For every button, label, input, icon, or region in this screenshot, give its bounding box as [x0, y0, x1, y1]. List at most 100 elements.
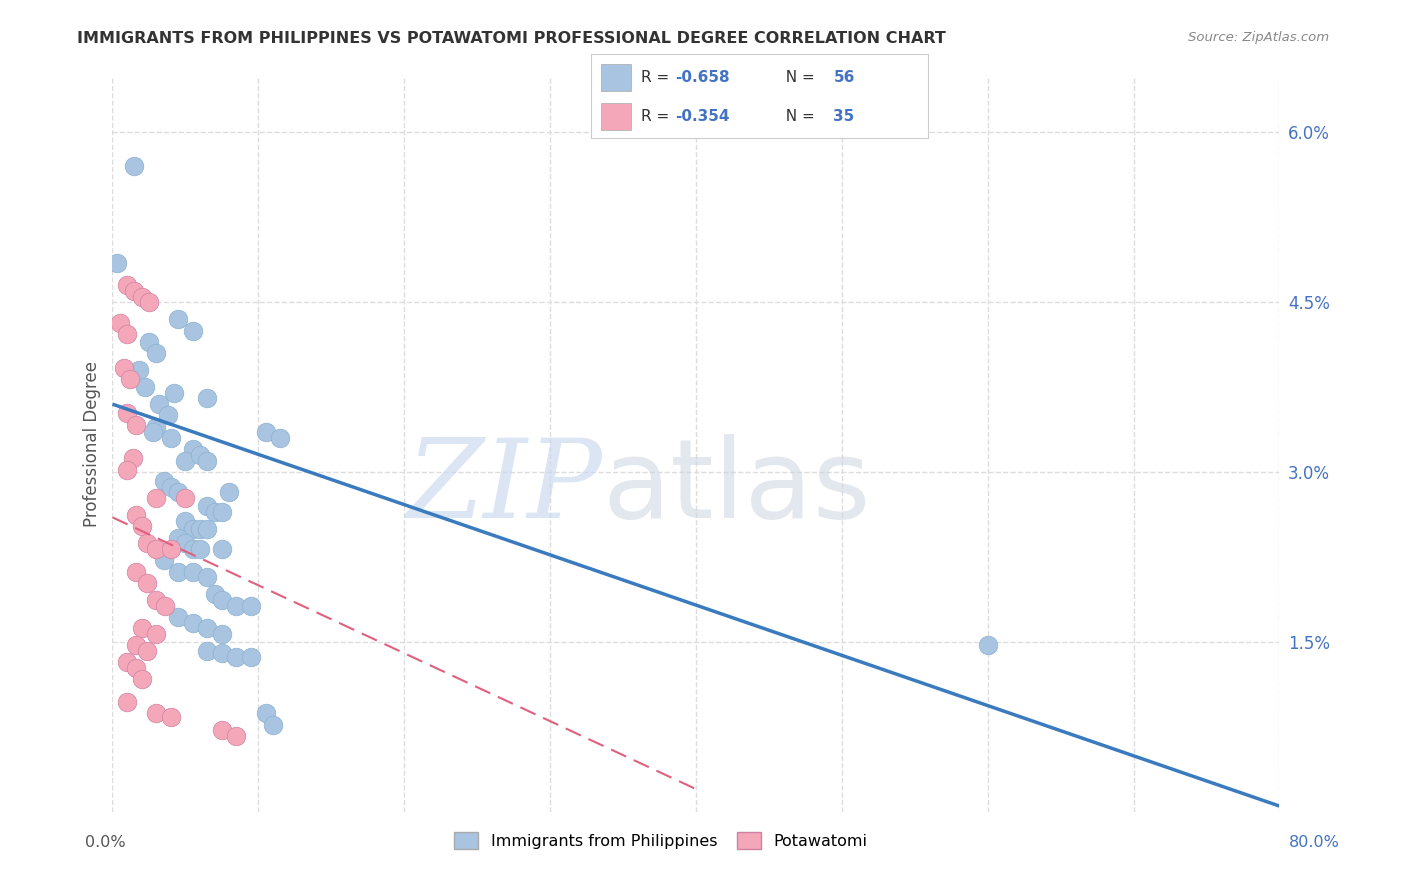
- Point: [145, 627, 167, 641]
- Point: [188, 542, 211, 557]
- Point: [142, 425, 165, 440]
- Point: [115, 463, 138, 477]
- Text: ZIP: ZIP: [406, 434, 603, 541]
- Point: [128, 363, 150, 377]
- Point: [181, 522, 204, 536]
- Point: [125, 661, 148, 675]
- Point: [136, 576, 159, 591]
- Point: [145, 346, 167, 360]
- Point: [160, 709, 183, 723]
- Point: [218, 485, 240, 500]
- Text: 80.0%: 80.0%: [1289, 836, 1340, 850]
- Point: [254, 706, 277, 721]
- Point: [181, 565, 204, 579]
- Point: [174, 454, 197, 468]
- Point: [195, 570, 218, 584]
- Point: [131, 519, 153, 533]
- Point: [225, 729, 247, 743]
- Point: [145, 593, 167, 607]
- Point: [167, 531, 190, 545]
- Point: [188, 522, 211, 536]
- Point: [160, 431, 183, 445]
- Text: -0.658: -0.658: [675, 70, 730, 85]
- Point: [269, 431, 291, 445]
- Point: [240, 599, 263, 613]
- Point: [115, 278, 138, 293]
- Point: [152, 553, 174, 567]
- Point: [181, 324, 204, 338]
- Point: [153, 599, 176, 613]
- Point: [204, 587, 226, 601]
- Text: 35: 35: [834, 109, 855, 124]
- Point: [152, 474, 174, 488]
- Point: [105, 255, 128, 269]
- Point: [136, 644, 159, 658]
- Point: [181, 615, 204, 630]
- Point: [195, 621, 218, 635]
- Point: [160, 542, 183, 557]
- Point: [174, 536, 197, 550]
- Text: N =: N =: [776, 70, 820, 85]
- Text: -0.354: -0.354: [675, 109, 730, 124]
- Point: [125, 638, 148, 652]
- Point: [188, 448, 211, 462]
- Point: [211, 593, 233, 607]
- Point: [125, 417, 148, 432]
- Point: [131, 673, 153, 687]
- Point: [122, 451, 145, 466]
- Point: [195, 522, 218, 536]
- Text: Source: ZipAtlas.com: Source: ZipAtlas.com: [1188, 31, 1329, 45]
- Point: [167, 610, 190, 624]
- Point: [181, 542, 204, 557]
- Point: [167, 565, 190, 579]
- Text: 0.0%: 0.0%: [86, 836, 125, 850]
- Point: [211, 542, 233, 557]
- Point: [195, 499, 218, 513]
- Point: [134, 380, 156, 394]
- FancyBboxPatch shape: [600, 63, 631, 91]
- Point: [145, 491, 167, 505]
- Point: [976, 638, 998, 652]
- Point: [125, 565, 148, 579]
- Point: [160, 480, 183, 494]
- Point: [211, 723, 233, 738]
- Point: [131, 289, 153, 303]
- Point: [211, 627, 233, 641]
- Text: IMMIGRANTS FROM PHILIPPINES VS POTAWATOMI PROFESSIONAL DEGREE CORRELATION CHART: IMMIGRANTS FROM PHILIPPINES VS POTAWATOM…: [77, 31, 946, 46]
- Point: [108, 316, 131, 330]
- Point: [163, 385, 186, 400]
- Point: [254, 425, 277, 440]
- Point: [211, 505, 233, 519]
- Point: [112, 360, 135, 375]
- Point: [211, 646, 233, 660]
- Point: [145, 706, 167, 721]
- Text: R =: R =: [641, 109, 675, 124]
- Point: [181, 442, 204, 457]
- Point: [167, 312, 190, 326]
- Point: [145, 419, 167, 434]
- Point: [195, 392, 218, 406]
- Point: [115, 655, 138, 669]
- Legend: Immigrants from Philippines, Potawatomi: Immigrants from Philippines, Potawatomi: [449, 826, 875, 855]
- Point: [225, 649, 247, 664]
- Point: [115, 326, 138, 341]
- Point: [195, 454, 218, 468]
- Point: [138, 334, 160, 349]
- Point: [124, 284, 146, 298]
- Text: atlas: atlas: [603, 434, 872, 541]
- Point: [131, 621, 153, 635]
- Point: [174, 491, 197, 505]
- Point: [240, 649, 263, 664]
- Point: [136, 536, 159, 550]
- Point: [204, 505, 226, 519]
- Point: [167, 485, 190, 500]
- Point: [115, 695, 138, 709]
- Point: [174, 514, 197, 528]
- Text: 56: 56: [834, 70, 855, 85]
- Point: [118, 372, 141, 386]
- Text: R =: R =: [641, 70, 675, 85]
- Text: N =: N =: [776, 109, 820, 124]
- Point: [125, 508, 148, 522]
- Point: [145, 542, 167, 557]
- Point: [115, 406, 138, 420]
